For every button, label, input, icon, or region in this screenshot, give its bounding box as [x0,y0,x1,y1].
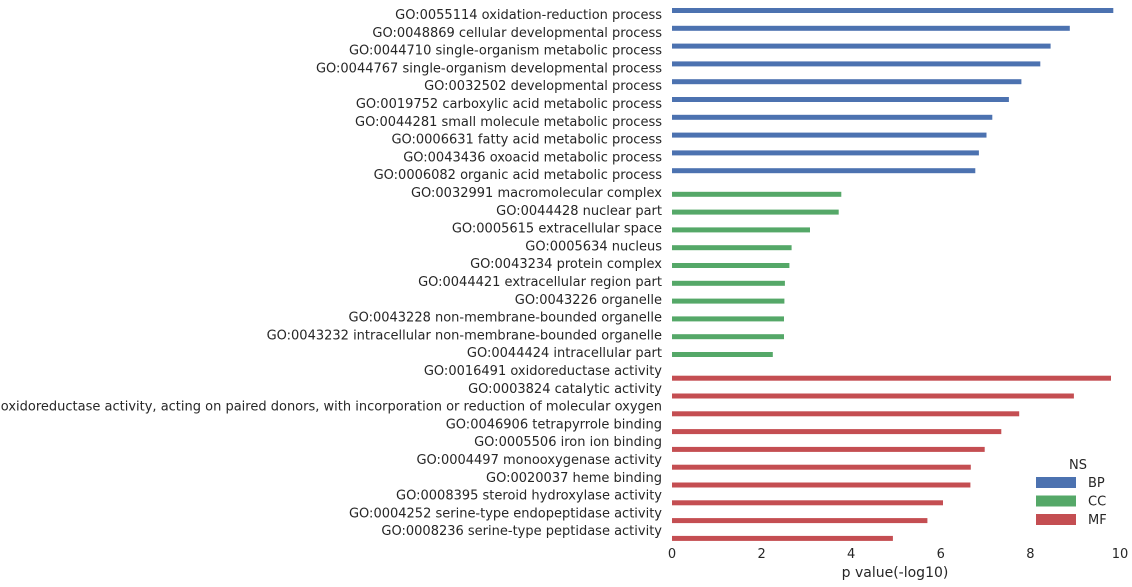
legend-swatch-cc [1036,495,1076,507]
bar-mf [672,446,985,452]
category-label: GO:0019752 carboxylic acid metabolic pro… [356,97,662,112]
category-label: GO:0016705 oxidoreductase activity, acti… [0,400,662,415]
category-label: GO:0005634 nucleus [525,239,662,254]
bar-bp [672,43,1051,49]
category-label: GO:0044710 single-organism metabolic pro… [349,44,662,59]
category-label: GO:0048869 cellular developmental proces… [372,26,662,41]
category-label: GO:0004252 serine-type endopeptidase act… [349,506,662,521]
category-label: GO:0016491 oxidoreductase activity [424,364,662,379]
category-label: GO:0032502 developmental process [424,79,662,94]
bar-cc [672,245,792,251]
category-labels: GO:0055114 oxidation-reduction process GO… [0,8,662,539]
bar-mf [672,482,971,488]
category-label: GO:0055114 oxidation-reduction process [395,8,662,23]
category-label: GO:0043436 oxoacid metabolic process [403,150,662,165]
bar-cc [672,263,790,268]
category-label: GO:0005615 extracellular space [452,222,662,237]
x-tick-label: 2 [757,547,765,562]
x-tick-label: 8 [1026,547,1034,562]
bar-bp [672,97,1009,102]
legend-swatch-bp [1036,477,1076,488]
x-tick-label: 10 [1112,547,1129,562]
category-label: GO:0044281 small molecule metabolic proc… [355,115,662,130]
category-label: GO:0032991 macromolecular complex [411,186,662,201]
bar-cc [672,316,784,322]
bar-bp [672,132,987,138]
bar-bp [672,25,1070,31]
x-tick-label: 0 [668,547,676,562]
category-label: GO:0044424 intracellular part [467,346,662,361]
legend-label-mf: MF [1088,513,1107,528]
bar-bp [672,79,1022,85]
category-label: GO:0046906 tetrapyrrole binding [446,417,662,432]
bar-cc [672,334,784,340]
legend-label-cc: CC [1088,495,1106,510]
bars-layer [672,8,1114,541]
bar-bp [672,114,993,120]
legend: NS BP CC MF [1036,458,1107,528]
x-tick-label: 4 [847,547,855,562]
category-label: GO:0008236 serine-type peptidase activit… [381,524,662,539]
bar-mf [672,464,971,470]
bar-cc [672,191,842,197]
bar-mf [672,535,893,541]
category-label: GO:0005506 iron ion binding [474,435,662,450]
category-label: GO:0008395 steroid hydroxylase activity [396,489,662,504]
legend-swatch-mf [1036,514,1076,525]
bar-cc [672,280,785,286]
legend-label-bp: BP [1088,476,1105,491]
bar-bp [672,61,1041,67]
bar-bp [672,150,979,156]
category-label: GO:0006082 organic acid metabolic proces… [374,168,663,183]
category-label: GO:0043226 organelle [515,293,662,308]
category-label: GO:0004497 monooxygenase activity [416,453,662,468]
bar-mf [672,429,1002,435]
x-axis-title: p value(-log10) [842,565,949,581]
category-label: GO:0044428 nuclear part [496,204,662,219]
bar-bp [672,8,1114,13]
bar-bp [672,168,976,174]
legend-title: NS [1069,458,1087,473]
category-label: GO:0006631 fatty acid metabolic process [391,133,662,148]
category-label: GO:0044421 extracellular region part [418,275,662,290]
category-label: GO:0043234 protein complex [470,257,662,272]
bar-cc [672,298,785,304]
bar-cc [672,352,773,357]
bar-mf [672,518,928,524]
category-label: GO:0043228 non-membrane-bounded organell… [349,311,663,326]
bar-mf [672,500,943,506]
bar-cc [672,209,839,215]
bar-mf [672,393,1074,399]
category-label: GO:0043232 intracellular non-membrane-bo… [267,328,662,343]
category-label: GO:0020037 heme binding [486,471,662,486]
category-label: GO:0003824 catalytic activity [468,382,662,397]
category-label: GO:0044767 single-organism developmental… [316,61,662,76]
x-axis-ticks: 0 2 4 6 8 10 [668,547,1128,562]
bar-cc [672,227,810,233]
x-tick-label: 6 [937,547,945,562]
bar-mf [672,411,1020,417]
bar-mf [672,375,1111,381]
